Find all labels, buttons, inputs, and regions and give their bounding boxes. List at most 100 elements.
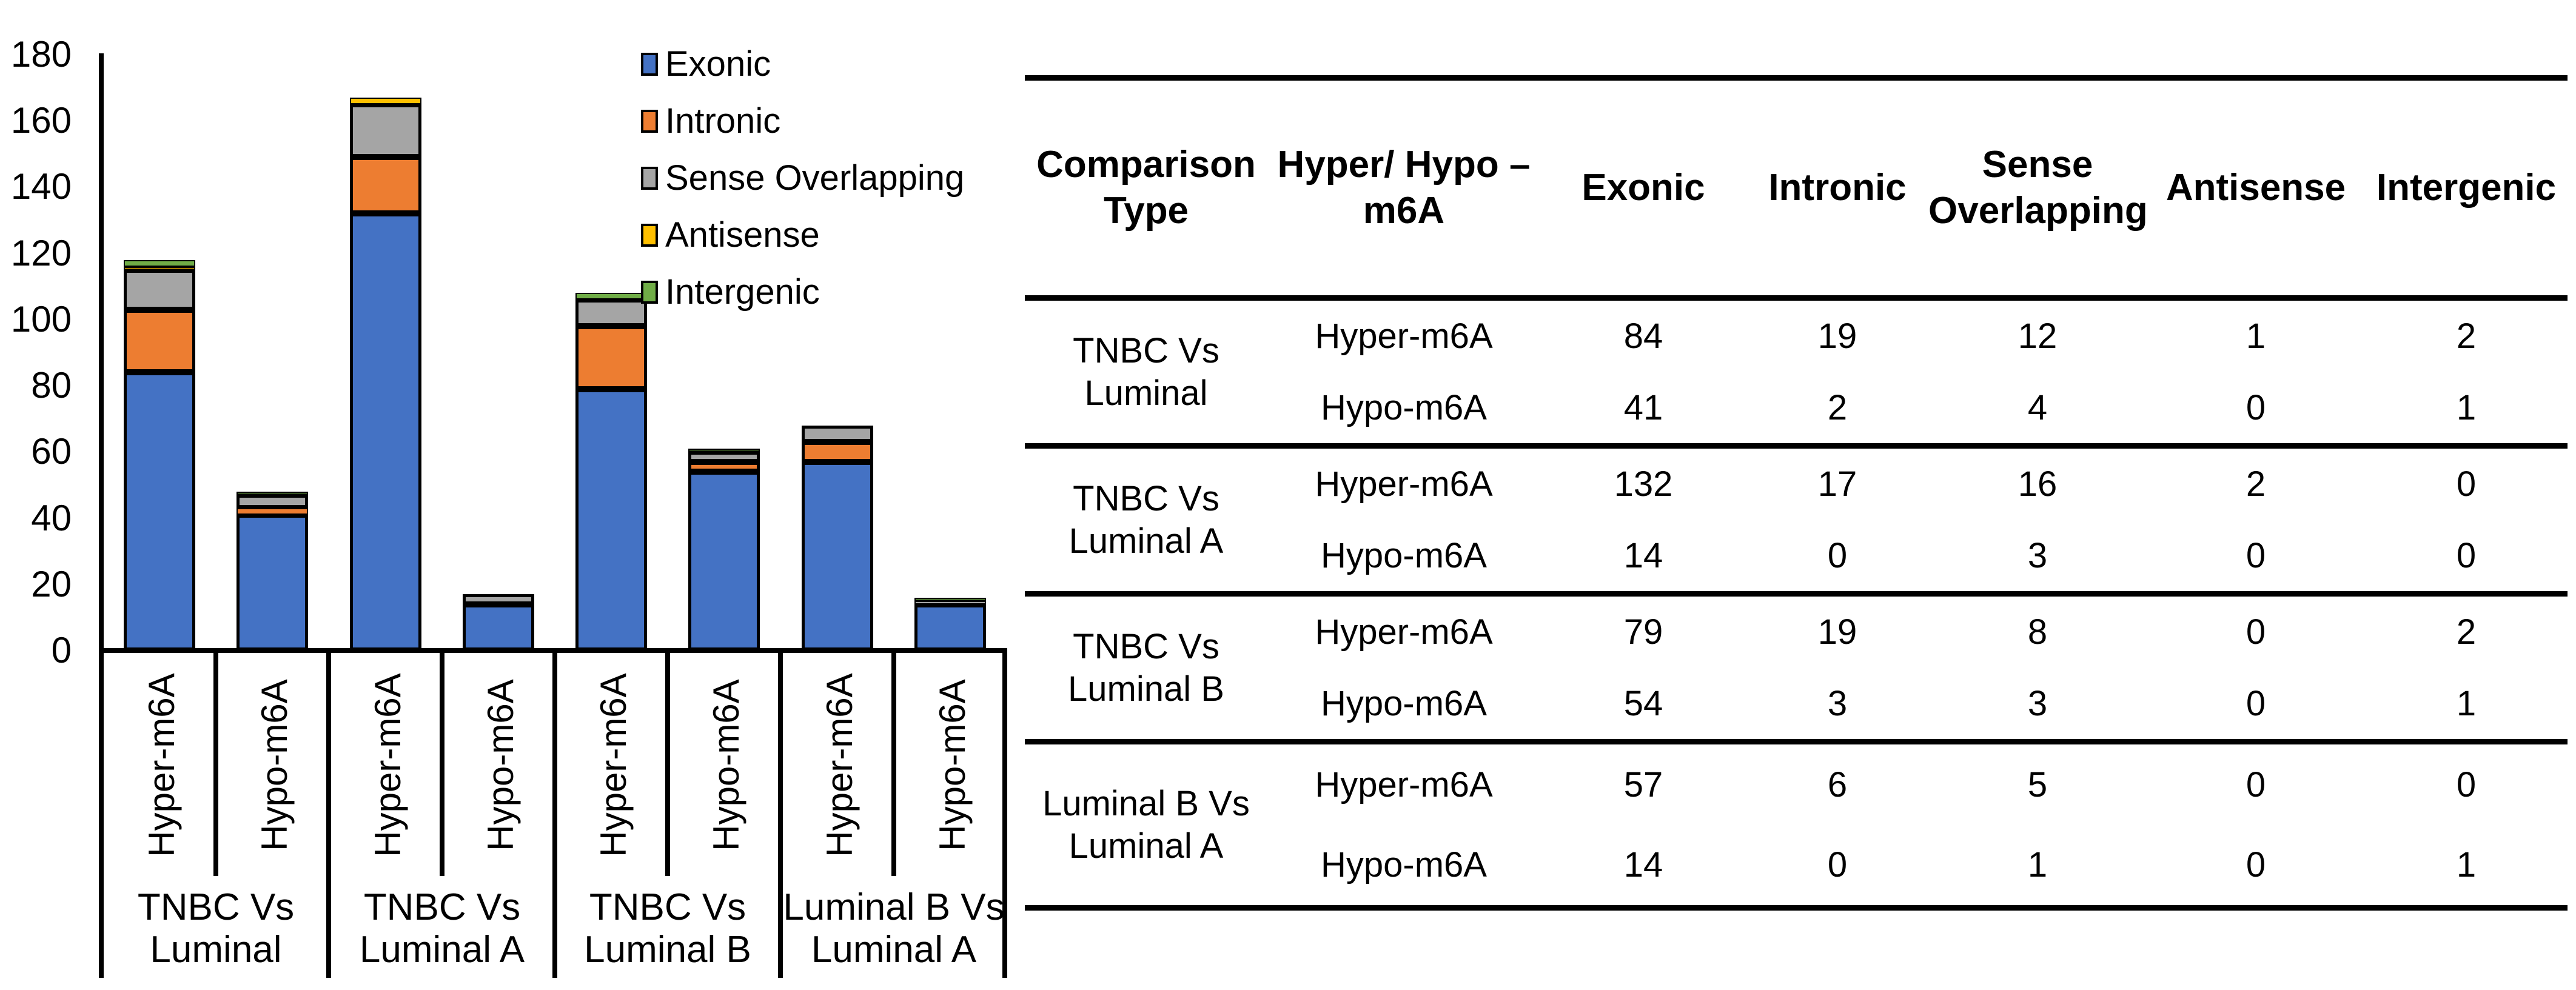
value-cell: 0 xyxy=(2456,764,2477,804)
group-category-label-line: Luminal A xyxy=(811,929,977,971)
y-axis-tick-label: 180 xyxy=(10,34,72,75)
bar-segment-exonic xyxy=(236,515,308,651)
table-header-line: Comparison xyxy=(1036,144,1256,186)
table-header-intronic: Intronic xyxy=(1746,165,1928,211)
group-category-label: TNBC Vs Luminal B xyxy=(584,886,751,971)
y-axis-tick-label: 0 xyxy=(51,630,72,671)
direction-cell: Hypo-m6A xyxy=(1321,683,1487,723)
bar-segment-sense-overlapping xyxy=(688,452,760,462)
y-axis-tick-label: 120 xyxy=(10,232,72,273)
value-cell: 0 xyxy=(1827,845,1848,885)
table-row: Hypo-m6A 54 3 3 0 1 xyxy=(1267,668,2568,740)
comparison-type-text: TNBC Vs Luminal B xyxy=(1068,626,1224,711)
legend-item: Intronic xyxy=(641,93,964,150)
direction-cell: Hypo-m6A xyxy=(1321,845,1487,885)
table-header-row: Comparison Type Hyper/ Hypo – m6A Exonic Intr… xyxy=(1025,75,2568,301)
bar-segment-intronic xyxy=(124,309,195,373)
value-cell: 12 xyxy=(2018,316,2058,356)
bar-segment-intronic xyxy=(802,441,873,462)
bar-category-label: Hypo-m6A xyxy=(480,679,521,851)
table-row-group: TNBC Vs Luminal Hyper-m6A 84 19 12 1 2 Hypo-m6A 4… xyxy=(1025,301,2568,449)
bar-segment-intronic xyxy=(350,157,421,214)
bar-segment-antisense xyxy=(124,266,195,270)
category-separator-minor xyxy=(665,651,670,876)
value-cell: 4 xyxy=(2027,387,2048,427)
bar-segment-sense-overlapping xyxy=(463,594,534,604)
comparison-type-cell: TNBC Vs Luminal A xyxy=(1025,449,1267,591)
value-cell: 2 xyxy=(1827,387,1848,427)
legend-label: Exonic xyxy=(665,44,771,84)
bar-segment-exonic xyxy=(575,389,647,651)
table-header-sense-overlapping: Sense Overlapping xyxy=(1928,142,2148,234)
value-cell: 0 xyxy=(2456,464,2477,504)
bar-segment-exonic xyxy=(124,372,195,651)
value-cell: 19 xyxy=(1817,612,1857,652)
comparison-type-line: Luminal xyxy=(1084,373,1208,413)
bar-segment-sense-overlapping xyxy=(802,425,873,442)
value-cell: 0 xyxy=(1827,535,1848,575)
value-cell: 0 xyxy=(2246,535,2266,575)
bar-segment-intergenic xyxy=(575,293,647,300)
table-row: Hypo-m6A 14 0 3 0 0 xyxy=(1267,520,2568,592)
category-separator-minor xyxy=(213,651,218,876)
table-header-intergenic: Intergenic xyxy=(2365,165,2568,211)
table-header-line: Intergenic xyxy=(2376,167,2557,209)
value-cell: 0 xyxy=(2246,845,2266,885)
table-header-line: m6A xyxy=(1363,190,1445,232)
bar-segment-sense-overlapping xyxy=(124,269,195,310)
value-cell: 0 xyxy=(2246,612,2266,652)
value-cell: 17 xyxy=(1817,464,1857,504)
bar-segment-exonic xyxy=(914,604,986,651)
bar-segment-intergenic xyxy=(688,448,760,452)
value-cell: 0 xyxy=(2456,535,2477,575)
table-header-antisense: Antisense xyxy=(2147,165,2365,211)
bar-segment-exonic xyxy=(802,461,873,651)
y-axis-tick-label: 160 xyxy=(10,100,72,141)
category-separator-minor xyxy=(891,651,896,876)
table-row: Hyper-m6A 79 19 8 0 2 xyxy=(1267,597,2568,668)
value-cell: 2 xyxy=(2246,464,2266,504)
value-cell: 41 xyxy=(1623,387,1663,427)
direction-cell: Hyper-m6A xyxy=(1315,464,1493,504)
legend-swatch-sense-overlapping xyxy=(641,167,658,190)
bar-segment-intergenic xyxy=(236,491,308,495)
bar-segment-intergenic xyxy=(914,597,986,601)
bar-segment-sense-overlapping xyxy=(236,495,308,509)
category-separator-major xyxy=(778,651,783,978)
bar-segment-sense-overlapping xyxy=(350,104,421,158)
comparison-type-text: TNBC Vs Luminal xyxy=(1073,330,1219,415)
group-category-label-line: Luminal xyxy=(150,929,282,971)
y-axis-tick-label: 80 xyxy=(31,365,72,406)
stacked-bar-chart: 0 20 40 60 80 100 120 140 160 180 Hyper-m6A Hypo-m6… xyxy=(0,0,1019,990)
table-row: Hyper-m6A 132 17 16 2 0 xyxy=(1267,449,2568,520)
table-rows: Hyper-m6A 84 19 12 1 2 Hypo-m6A 41 2 4 0 1 xyxy=(1267,301,2568,443)
table-header-line: Overlapping xyxy=(1928,190,2148,232)
table-header-exonic: Exonic xyxy=(1540,165,1746,211)
group-category-label: Luminal B Vs Luminal A xyxy=(783,886,1004,971)
bar-segment-exonic xyxy=(350,213,421,651)
value-cell: 54 xyxy=(1623,683,1663,723)
category-separator-major xyxy=(1002,651,1007,978)
direction-cell: Hyper-m6A xyxy=(1315,612,1493,652)
annotation-table: Comparison Type Hyper/ Hypo – m6A Exonic Intr… xyxy=(1025,75,2568,911)
value-cell: 14 xyxy=(1623,845,1663,885)
table-row: Hypo-m6A 14 0 1 0 1 xyxy=(1267,825,2568,906)
value-cell: 2 xyxy=(2456,316,2477,356)
value-cell: 8 xyxy=(2027,612,2048,652)
table-row-group: TNBC Vs Luminal B Hyper-m6A 79 19 8 0 2 Hypo-m6A… xyxy=(1025,597,2568,744)
comparison-type-line: Luminal B Vs xyxy=(1042,783,1250,823)
legend-label: Antisense xyxy=(665,215,820,255)
value-cell: 84 xyxy=(1623,316,1663,356)
comparison-type-cell: TNBC Vs Luminal xyxy=(1025,301,1267,443)
value-cell: 5 xyxy=(2027,764,2048,804)
table-row: Hypo-m6A 41 2 4 0 1 xyxy=(1267,372,2568,444)
comparison-type-cell: TNBC Vs Luminal B xyxy=(1025,597,1267,739)
y-axis-tick-label: 20 xyxy=(31,563,72,604)
group-category-label: TNBC Vs Luminal xyxy=(138,886,294,971)
bar-segment-sense-overlapping xyxy=(914,601,986,604)
table-header-line: Type xyxy=(1103,190,1189,232)
y-axis-line xyxy=(99,53,104,651)
y-axis-tick-label: 100 xyxy=(10,298,72,339)
bar-segment-antisense xyxy=(350,97,421,104)
bar-category-label: Hyper-m6A xyxy=(141,673,182,857)
